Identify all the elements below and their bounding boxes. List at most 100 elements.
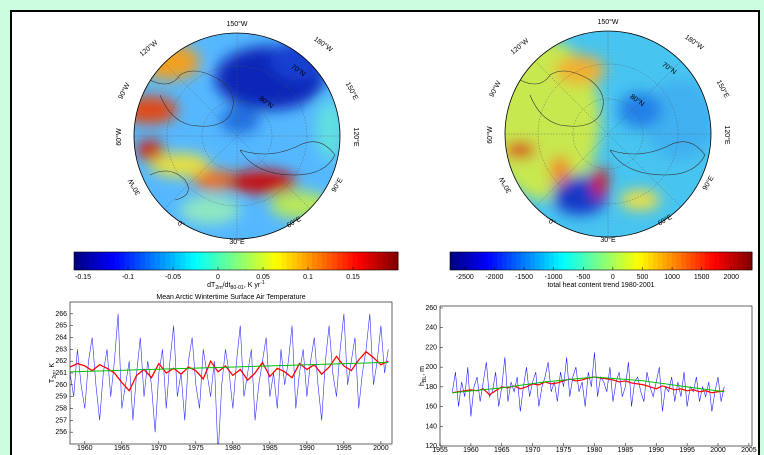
y-axis-label: T2m, K bbox=[49, 363, 58, 383]
y-tick-label: 262 bbox=[55, 358, 67, 365]
colorbar-cell bbox=[634, 252, 640, 270]
colorbar-cell bbox=[119, 252, 126, 270]
colorbar-cell bbox=[652, 252, 659, 270]
colorbar-cell bbox=[185, 252, 191, 270]
colorbar-cell bbox=[160, 252, 166, 270]
colorbar-cell bbox=[690, 252, 696, 270]
colorbar-cell bbox=[577, 252, 583, 270]
colorbar-cell bbox=[591, 252, 597, 270]
x-tick-label: 0.1 bbox=[303, 274, 313, 281]
y-axis-label-part: 2m bbox=[52, 371, 58, 379]
colorbar-cell bbox=[241, 252, 247, 270]
colorbar-cell bbox=[94, 252, 100, 270]
x-tick-label: 1995 bbox=[336, 445, 352, 452]
y-axis-label-part: , m bbox=[419, 366, 426, 376]
y-tick-label: 264 bbox=[55, 335, 67, 342]
colorbar-cell bbox=[671, 252, 677, 270]
colorbar-cell bbox=[737, 252, 744, 270]
colorbar-cell bbox=[332, 252, 338, 270]
map-label: 90°E bbox=[330, 176, 345, 193]
map-border bbox=[133, 32, 341, 240]
colorbar-cell bbox=[681, 252, 687, 270]
colorbar-cell bbox=[139, 252, 146, 270]
x-tick-label: 1960 bbox=[463, 447, 479, 453]
series-line bbox=[70, 361, 389, 373]
colorbar-cell bbox=[667, 252, 673, 270]
map-label: 150°E bbox=[344, 81, 360, 102]
colorbar-cell bbox=[700, 252, 706, 270]
colorbar-cell bbox=[629, 252, 635, 270]
x-tick-label: 2000 bbox=[723, 274, 739, 281]
x-tick-label: 0 bbox=[216, 274, 220, 281]
colorbar-cell bbox=[149, 252, 156, 270]
colorbar-cell bbox=[170, 252, 176, 270]
colorbar-cell bbox=[362, 252, 369, 270]
x-tick-label: 0.15 bbox=[346, 274, 360, 281]
map-label: 60°W bbox=[486, 126, 494, 144]
x-tick-label: 1970 bbox=[525, 447, 541, 453]
colorbar-cell bbox=[84, 252, 90, 270]
colorbar-cell bbox=[195, 252, 202, 270]
colorbar-cell bbox=[347, 252, 353, 270]
colorbar-cell bbox=[676, 252, 682, 270]
colorbar-cell bbox=[497, 252, 503, 270]
colorbar-cell bbox=[124, 252, 131, 270]
x-tick-label: 1985 bbox=[618, 447, 634, 453]
y-tick-label: 257 bbox=[55, 417, 67, 424]
colorbar-cell bbox=[144, 252, 151, 270]
y-tick-label: 240 bbox=[425, 325, 437, 332]
y-tick-label: 180 bbox=[425, 384, 437, 391]
y-axis-label-part: , K bbox=[49, 363, 56, 372]
colorbar-cell bbox=[468, 252, 475, 270]
colorbar-cell bbox=[492, 252, 498, 270]
colorbar-cell bbox=[553, 252, 560, 270]
colorbar-cell bbox=[301, 252, 308, 270]
colorbar-cell bbox=[276, 252, 283, 270]
x-axis-label-part: , K yr bbox=[244, 282, 261, 289]
colorbar-cell bbox=[306, 252, 313, 270]
y-tick-label: 258 bbox=[55, 406, 67, 413]
x-tick-label: -2000 bbox=[485, 274, 503, 281]
x-axis-label-part: 80-01 bbox=[230, 285, 244, 291]
colorbar-cell bbox=[322, 252, 328, 270]
colorbar-cell bbox=[501, 252, 508, 270]
map-label: 180°W bbox=[683, 33, 705, 52]
y-axis-label-part: h bbox=[419, 382, 426, 386]
x-tick-label: 2000 bbox=[373, 445, 389, 452]
colorbar-cell bbox=[352, 252, 358, 270]
map-label: 90°E bbox=[701, 174, 716, 191]
y-tick-label: 200 bbox=[425, 364, 437, 371]
colorbar-cell bbox=[709, 252, 715, 270]
map-label: 90°W bbox=[117, 81, 132, 100]
colorbar-cell bbox=[230, 252, 237, 270]
y-tick-label: 256 bbox=[55, 429, 67, 436]
colorbar-cell bbox=[261, 252, 267, 270]
map-label: 180°W bbox=[312, 35, 334, 54]
x-tick-label: 1990 bbox=[299, 445, 315, 452]
map-label: 150°W bbox=[226, 20, 247, 28]
colorbar-cell bbox=[657, 252, 663, 270]
colorbar-cell bbox=[506, 252, 512, 270]
colorbar-cell bbox=[582, 252, 588, 270]
colorbar-cell bbox=[109, 252, 115, 270]
x-tick-label: 1990 bbox=[648, 447, 664, 453]
colorbar-cell bbox=[742, 252, 748, 270]
colorbar-cell bbox=[256, 252, 262, 270]
colorbar-cell bbox=[327, 252, 333, 270]
colorbar-cell bbox=[624, 252, 630, 270]
colorbar-cell bbox=[662, 252, 668, 270]
x-tick-label: 1980 bbox=[225, 445, 241, 452]
plot-frame bbox=[439, 305, 753, 447]
colorbar-frame bbox=[73, 251, 399, 271]
colorbar-cell bbox=[685, 252, 692, 270]
map-label: 30°E bbox=[229, 238, 245, 246]
map-label: 120°E bbox=[723, 125, 731, 144]
colorbar-cell bbox=[549, 252, 555, 270]
colorbar-cell bbox=[483, 252, 489, 270]
series-line bbox=[452, 376, 725, 394]
x-tick-label: 1980 bbox=[587, 447, 603, 453]
x-tick-label: -0.05 bbox=[165, 274, 181, 281]
y-tick-label: 260 bbox=[55, 382, 67, 389]
colorbar-cell bbox=[246, 252, 252, 270]
colorbar-cell bbox=[733, 252, 739, 270]
